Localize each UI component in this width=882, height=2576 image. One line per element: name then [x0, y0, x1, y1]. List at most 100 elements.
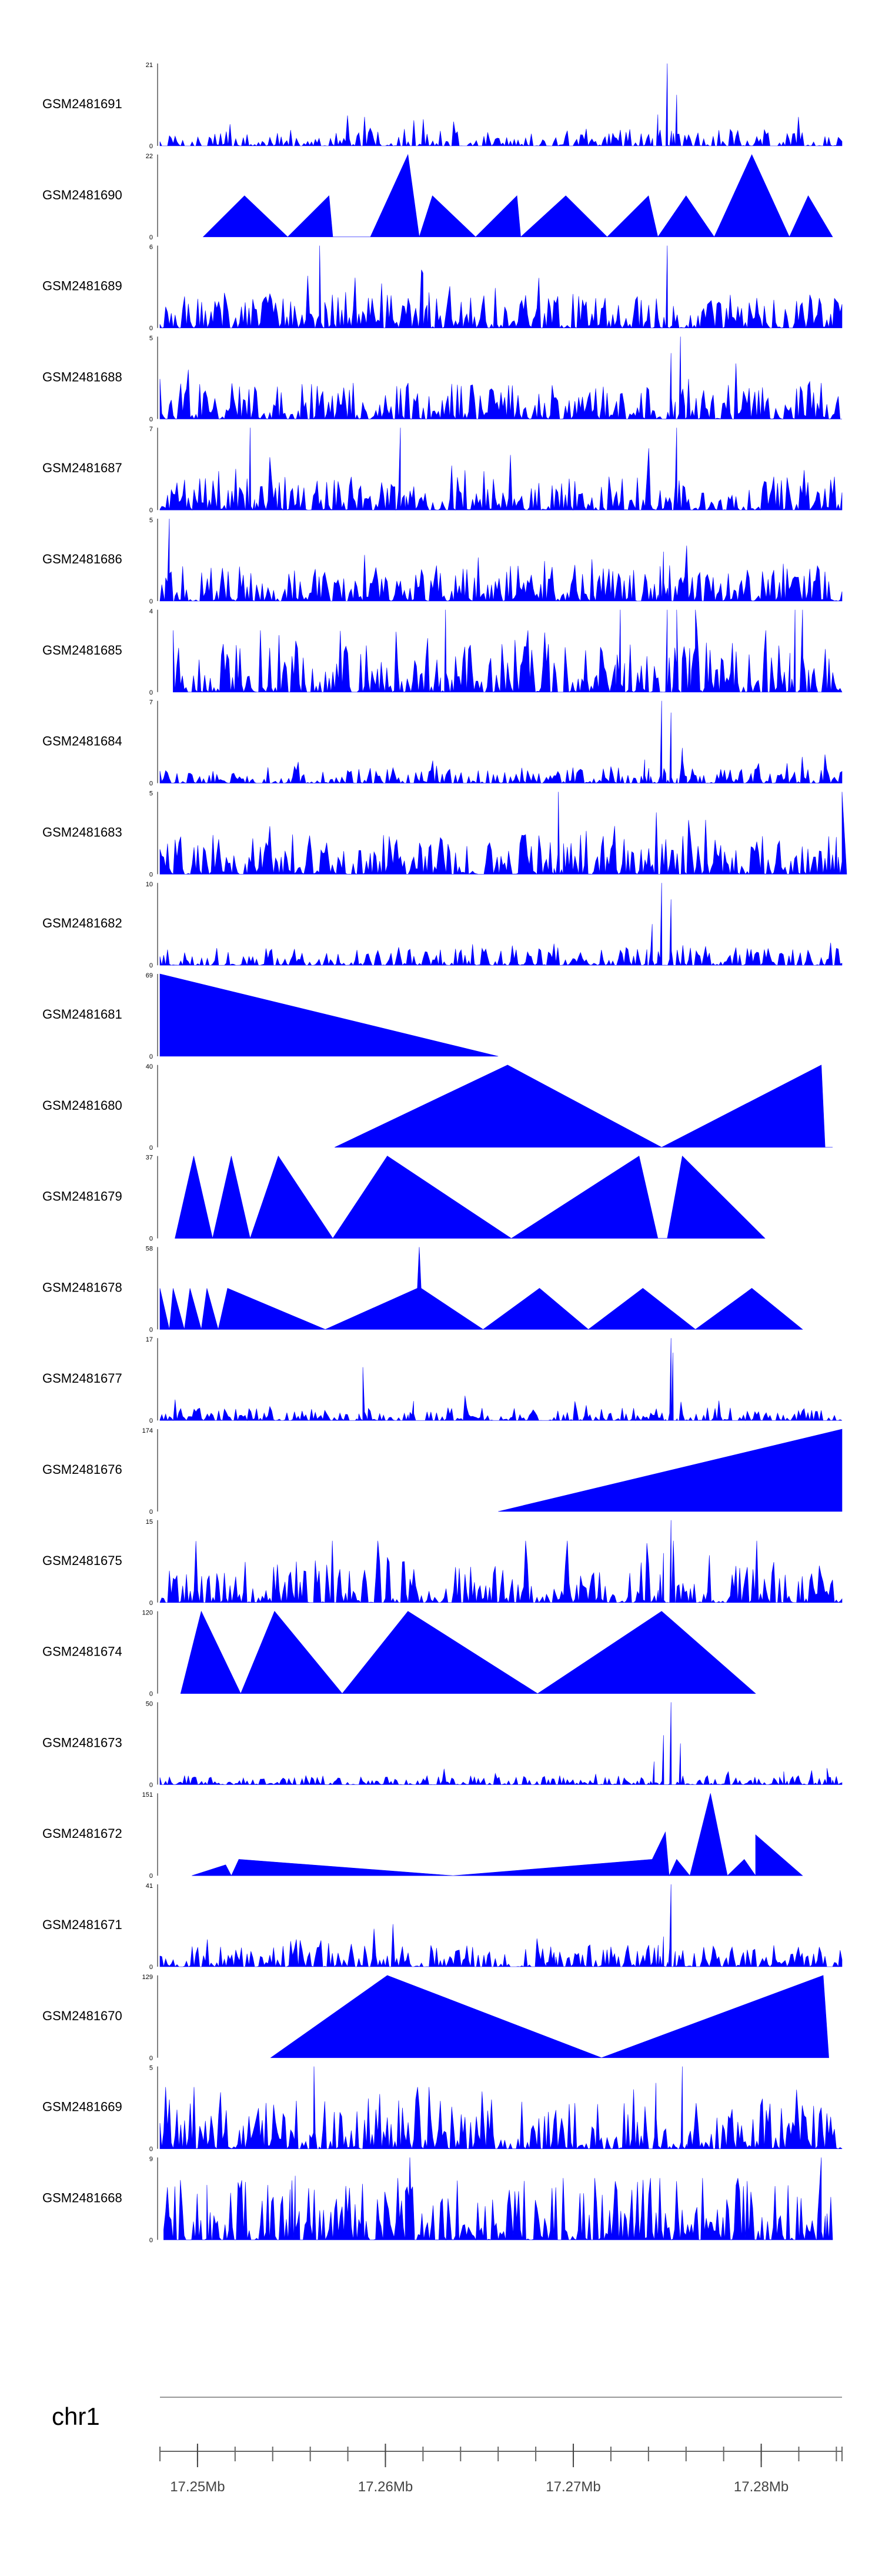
y-max-tick-label: 50: [146, 1700, 153, 1707]
coverage-area: [159, 973, 499, 1057]
coverage-area: [159, 1520, 843, 1603]
track-GSM2481687: GSM2481687 7 0: [42, 426, 843, 514]
y-max-tick-label: 10: [146, 881, 153, 888]
track-label: GSM2481677: [42, 1371, 122, 1386]
coverage-area: [270, 1975, 829, 2058]
track-GSM2481676: GSM2481676 174 0: [42, 1427, 843, 1516]
y-max-tick-label: 21: [146, 62, 153, 69]
coverage-area: [159, 518, 843, 602]
y-min-tick-label: 0: [149, 1509, 153, 1516]
y-min-tick-label: 0: [149, 780, 153, 788]
y-min-tick-label: 0: [149, 2237, 153, 2244]
track-label: GSM2481685: [42, 643, 122, 658]
y-min-tick-label: 0: [149, 2146, 153, 2153]
y-min-tick-label: 0: [149, 871, 153, 878]
track-label: GSM2481688: [42, 369, 122, 384]
coverage-area: [192, 1793, 803, 1877]
track-label: GSM2481672: [42, 1826, 122, 1841]
coverage-area: [163, 2157, 833, 2241]
y-min-tick-label: 0: [149, 1144, 153, 1152]
track-GSM2481686: GSM2481686 5 0: [42, 517, 843, 605]
track-label: GSM2481691: [42, 96, 122, 111]
coverage-area: [159, 2066, 843, 2150]
track-label: GSM2481670: [42, 2008, 122, 2023]
track-GSM2481675: GSM2481675 15 0: [42, 1519, 843, 1607]
track-GSM2481690: GSM2481690 22 0: [42, 153, 833, 241]
coverage-area: [159, 1702, 843, 1786]
coverage-area: [175, 1155, 766, 1239]
track-GSM2481681: GSM2481681 69 0: [42, 972, 499, 1060]
y-max-tick-label: 5: [149, 2065, 153, 2072]
x-tick-label: 17.26Mb: [358, 2479, 413, 2495]
coverage-area: [159, 792, 847, 875]
track-GSM2481680: GSM2481680 40 0: [42, 1063, 833, 1152]
y-min-tick-label: 0: [149, 1964, 153, 1971]
coverage-area: [173, 609, 843, 693]
track-label: GSM2481681: [42, 1007, 122, 1022]
coverage-area: [159, 428, 843, 511]
x-tick-label: 17.27Mb: [546, 2479, 600, 2495]
track-label: GSM2481678: [42, 1280, 122, 1294]
y-max-tick-label: 5: [149, 790, 153, 797]
y-max-tick-label: 15: [146, 1519, 153, 1526]
track-label: GSM2481674: [42, 1644, 122, 1659]
y-min-tick-label: 0: [149, 1781, 153, 1788]
y-max-tick-label: 120: [142, 1610, 153, 1617]
track-GSM2481691: GSM2481691 21 0: [42, 62, 843, 150]
track-label: GSM2481676: [42, 1462, 122, 1477]
coverage-area: [180, 1610, 756, 1694]
y-max-tick-label: 174: [142, 1427, 153, 1434]
track-label: GSM2481673: [42, 1735, 122, 1750]
track-label: GSM2481680: [42, 1098, 122, 1113]
track-label: GSM2481683: [42, 825, 122, 839]
track-label: GSM2481669: [42, 2100, 122, 2114]
track-label: GSM2481682: [42, 916, 122, 930]
y-min-tick-label: 0: [149, 234, 153, 241]
coverage-area: [159, 1884, 843, 1968]
y-min-tick-label: 0: [149, 689, 153, 696]
x-tick-label: 17.28Mb: [734, 2479, 789, 2495]
track-GSM2481673: GSM2481673 50 0: [42, 1700, 843, 1788]
y-min-tick-label: 0: [149, 325, 153, 332]
track-GSM2481689: GSM2481689 6 0: [42, 244, 843, 332]
y-max-tick-label: 151: [142, 1791, 153, 1798]
y-min-tick-label: 0: [149, 1417, 153, 1424]
track-label: GSM2481671: [42, 1917, 122, 1932]
track-GSM2481670: GSM2481670 129 0: [42, 1974, 829, 2062]
y-min-tick-label: 0: [149, 416, 153, 423]
y-min-tick-label: 0: [149, 507, 153, 514]
y-max-tick-label: 5: [149, 517, 153, 524]
track-label: GSM2481686: [42, 552, 122, 566]
coverage-area: [159, 883, 843, 966]
y-max-tick-label: 17: [146, 1336, 153, 1343]
track-GSM2481668: GSM2481668 9 0: [42, 2155, 833, 2244]
track-label: GSM2481679: [42, 1189, 122, 1204]
track-GSM2481678: GSM2481678 58 0: [42, 1245, 803, 1333]
coverage-area: [159, 700, 843, 784]
track-GSM2481679: GSM2481679 37 0: [42, 1154, 766, 1243]
track-GSM2481677: GSM2481677 17 0: [42, 1336, 843, 1424]
track-GSM2481674: GSM2481674 120 0: [42, 1610, 756, 1698]
y-min-tick-label: 0: [149, 1873, 153, 1880]
track-GSM2481671: GSM2481671 41 0: [42, 1883, 843, 1971]
track-GSM2481683: GSM2481683 5 0: [42, 790, 847, 878]
genome-axis: chr1 17.25Mb 17.26Mb 17.27Mb 17.28Mb: [52, 2397, 843, 2495]
y-max-tick-label: 40: [146, 1063, 153, 1070]
coverage-area: [159, 1338, 843, 1422]
coverage-area: [202, 154, 833, 238]
track-label: GSM2481684: [42, 734, 122, 749]
y-max-tick-label: 22: [146, 153, 153, 160]
tracks-layer: GSM2481691210GSM2481690220GSM248168960GS…: [42, 62, 847, 2244]
y-max-tick-label: 129: [142, 1974, 153, 1981]
coverage-area: [498, 1429, 843, 1512]
y-max-tick-label: 37: [146, 1154, 153, 1162]
chromosome-label: chr1: [52, 2403, 100, 2430]
track-GSM2481672: GSM2481672 151 0: [42, 1791, 803, 1880]
y-min-tick-label: 0: [149, 2055, 153, 2062]
y-max-tick-label: 41: [146, 1883, 153, 1890]
coverage-area: [159, 245, 843, 329]
y-max-tick-label: 7: [149, 699, 153, 706]
y-min-tick-label: 0: [149, 1326, 153, 1333]
track-GSM2481682: GSM2481682 10 0: [42, 881, 843, 969]
